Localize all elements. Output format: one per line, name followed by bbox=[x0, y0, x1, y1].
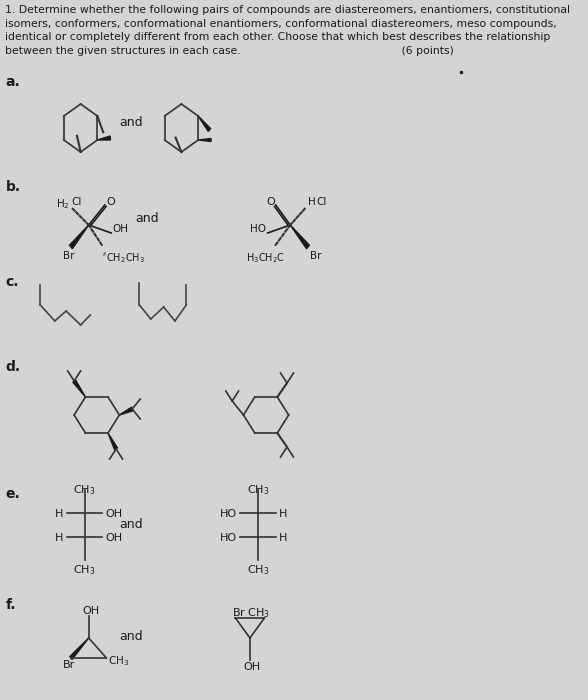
Text: and: and bbox=[119, 630, 143, 643]
Text: O: O bbox=[266, 197, 275, 207]
Text: Cl: Cl bbox=[71, 197, 81, 207]
Text: CH$_3$: CH$_3$ bbox=[247, 563, 269, 577]
Polygon shape bbox=[70, 638, 89, 659]
Text: Br: Br bbox=[63, 660, 75, 670]
Text: H: H bbox=[279, 533, 288, 543]
Polygon shape bbox=[198, 139, 211, 141]
Text: CH$_3$: CH$_3$ bbox=[74, 483, 96, 497]
Text: H$_3$CH$_2$C: H$_3$CH$_2$C bbox=[246, 251, 285, 265]
Text: OH: OH bbox=[82, 606, 99, 616]
Text: a.: a. bbox=[6, 75, 21, 89]
Text: CH$_3$: CH$_3$ bbox=[108, 654, 129, 668]
Text: and: and bbox=[135, 212, 159, 225]
Text: Br CH$_3$: Br CH$_3$ bbox=[232, 606, 270, 620]
Text: H: H bbox=[55, 509, 64, 519]
Text: OH: OH bbox=[106, 533, 123, 543]
Text: e.: e. bbox=[6, 487, 21, 501]
Polygon shape bbox=[198, 116, 211, 132]
Text: f.: f. bbox=[6, 598, 16, 612]
Text: OH: OH bbox=[243, 662, 260, 672]
Polygon shape bbox=[119, 407, 133, 415]
Text: CH$_3$: CH$_3$ bbox=[74, 563, 96, 577]
Polygon shape bbox=[290, 225, 309, 248]
Text: H$_2$: H$_2$ bbox=[56, 197, 70, 211]
Text: CH$_3$: CH$_3$ bbox=[247, 483, 269, 497]
Text: and: and bbox=[119, 518, 143, 531]
Polygon shape bbox=[98, 136, 111, 140]
Text: Cl: Cl bbox=[316, 197, 326, 207]
Text: c.: c. bbox=[6, 275, 19, 289]
Polygon shape bbox=[69, 225, 89, 248]
Text: 1. Determine whether the following pairs of compounds are diastereomers, enantio: 1. Determine whether the following pairs… bbox=[5, 5, 570, 56]
Text: Br: Br bbox=[63, 251, 75, 261]
Text: HO: HO bbox=[220, 509, 237, 519]
Text: and: and bbox=[119, 116, 143, 129]
Text: $^{\prime\prime}$CH$_2$CH$_3$: $^{\prime\prime}$CH$_2$CH$_3$ bbox=[102, 251, 145, 265]
Text: H: H bbox=[308, 197, 316, 207]
Text: H: H bbox=[55, 533, 64, 543]
Text: b.: b. bbox=[6, 180, 21, 194]
Polygon shape bbox=[108, 433, 118, 450]
Text: HO: HO bbox=[220, 533, 237, 543]
Text: H: H bbox=[279, 509, 288, 519]
Text: O: O bbox=[106, 197, 115, 207]
Text: HO: HO bbox=[250, 224, 266, 234]
Text: OH: OH bbox=[112, 224, 128, 234]
Text: Br: Br bbox=[310, 251, 321, 261]
Text: OH: OH bbox=[106, 509, 123, 519]
Polygon shape bbox=[73, 379, 85, 397]
Text: d.: d. bbox=[6, 360, 21, 374]
